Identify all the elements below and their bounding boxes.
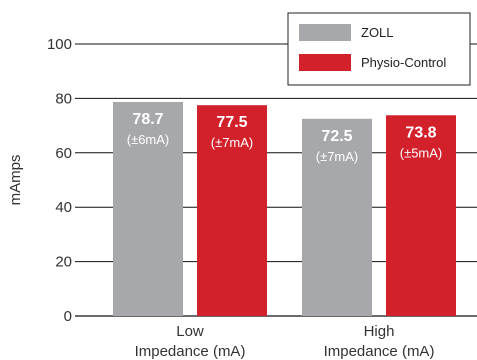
legend-swatch-1 [299,54,351,71]
y-tick-label-40: 40 [55,199,72,216]
bar-value-label: 73.8 [405,124,436,141]
legend-label-1: Physio-Control [361,55,446,70]
y-tick-label-60: 60 [55,145,72,162]
bar-value-label: 72.5 [321,128,352,145]
bar-value-label: 77.5 [216,114,247,131]
category-labels: Low Impedance (mA) High Impedance (mA) [135,323,435,360]
y-tick-label-0: 0 [64,308,72,325]
bars: 78.7 (±6mA) 77.5 (±7mA) 72.5 (±7mA) 73.8 (±5mA) [113,101,456,316]
y-tick-label-20: 20 [55,254,72,271]
category-label-1-0: High [364,323,395,340]
bar-1-1 [386,115,456,316]
category-label-0-1: Impedance (mA) [135,343,246,360]
legend-swatch-0 [299,24,351,41]
category-label-1-1: Impedance (mA) [324,343,435,360]
y-tick-label-80: 80 [55,90,72,107]
y-tick-label-100: 100 [47,36,72,53]
category-label-0-0: Low [176,323,204,340]
legend: ZOLL Physio-Control [287,12,471,86]
bar-error-label: (±5mA) [400,145,443,160]
legend-label-0: ZOLL [361,25,394,40]
bar-1-0 [302,118,372,316]
legend-box [287,12,471,86]
bar-0-0 [113,101,183,316]
y-tick-labels: 0 20 40 60 80 100 [47,36,72,325]
bar-error-label: (±6mA) [127,132,170,147]
bar-error-label: (±7mA) [316,149,359,164]
bar-0-1 [197,105,267,316]
y-axis-label: mAmps [7,155,24,206]
bar-value-label: 78.7 [132,111,163,128]
bar-error-label: (±7mA) [211,135,254,150]
